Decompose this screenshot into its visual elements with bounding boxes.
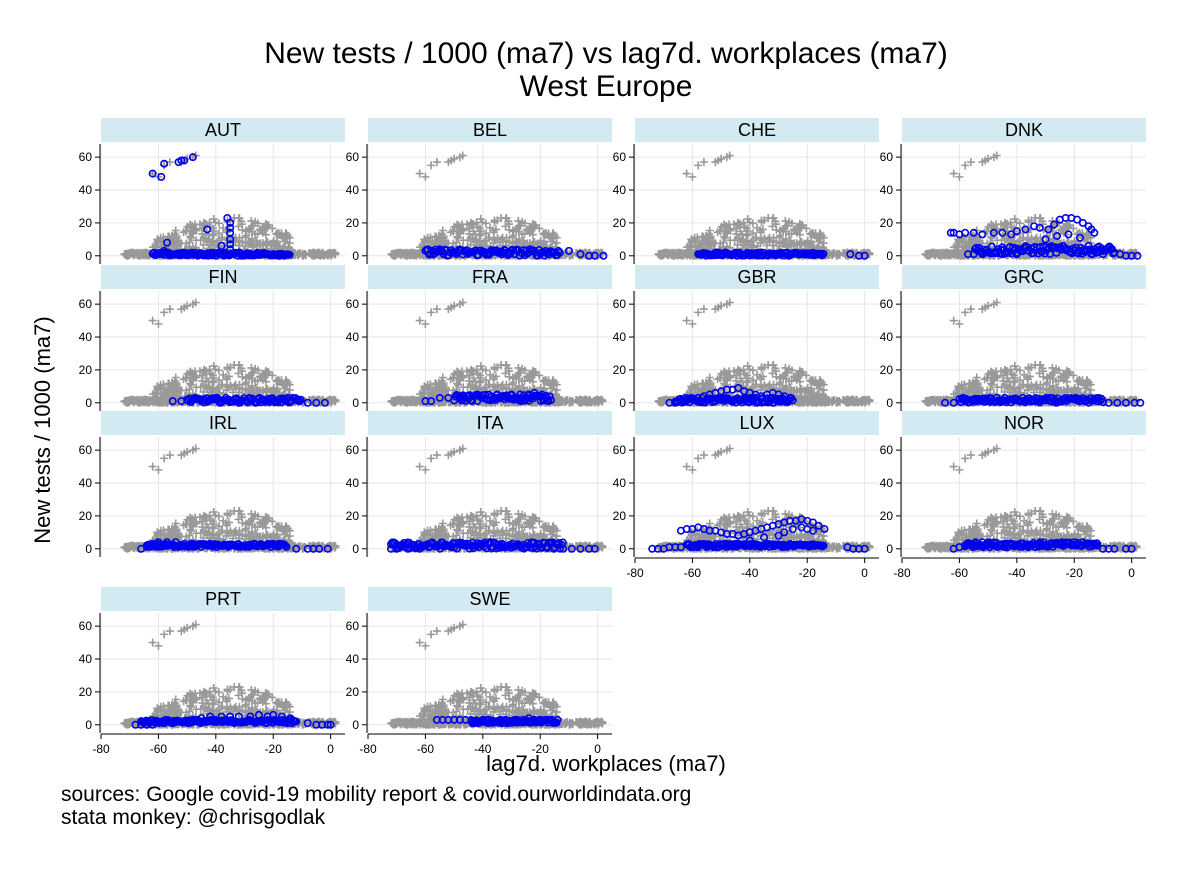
facet-label: FRA	[472, 267, 508, 287]
facet-label: FIN	[209, 267, 238, 287]
facet-bel: BEL 0 20 40 60	[346, 118, 612, 264]
facet-che: CHE 0 20 40 60	[613, 118, 879, 264]
y-tick-label: 0	[886, 249, 893, 263]
facet-grid: AUT 0 20 40 60 BEL 0 20 40 60 CHE 0 20 40 60 DNK 0 20 40 60…	[79, 118, 1146, 756]
source-note: sources: Google covid-19 mobility report…	[61, 783, 691, 806]
background-series	[387, 299, 606, 407]
y-tick-label: 0	[85, 396, 92, 410]
background-series	[387, 152, 606, 260]
credit-note: stata monkey: @chrisgodlak	[61, 806, 326, 829]
y-tick-label: 20	[79, 216, 93, 230]
facet-label: CHE	[738, 120, 776, 140]
facet-dnk: DNK 0 20 40 60	[880, 118, 1146, 264]
y-tick-label: 60	[613, 150, 627, 164]
chart-title: New tests / 1000 (ma7) vs lag7d. workpla…	[264, 37, 948, 70]
facet-label: BEL	[473, 120, 507, 140]
y-tick-label: 40	[346, 183, 360, 197]
y-tick-label: 20	[346, 216, 360, 230]
x-axis-label: lag7d. workplaces (ma7)	[486, 751, 726, 776]
y-tick-label: 40	[880, 183, 894, 197]
y-tick-label: 20	[79, 363, 93, 377]
background-series	[654, 152, 873, 260]
y-tick-label: 0	[85, 249, 92, 263]
y-tick-label: 20	[880, 216, 894, 230]
y-tick-label: 20	[613, 216, 627, 230]
y-tick-label: 60	[79, 297, 93, 311]
y-tick-label: 60	[880, 150, 894, 164]
y-tick-label: 40	[79, 330, 93, 344]
facet-aut: AUT 0 20 40 60	[79, 118, 345, 264]
y-tick-label: 0	[352, 249, 359, 263]
y-tick-label: 40	[613, 183, 627, 197]
facet-label: DNK	[1005, 120, 1043, 140]
facet-fin: FIN 0 20 40 60	[79, 265, 345, 411]
y-tick-label: 40	[79, 183, 93, 197]
y-tick-label: 0	[619, 249, 626, 263]
background-series	[120, 299, 339, 407]
facet-label: AUT	[205, 120, 241, 140]
y-tick-label: 60	[346, 150, 360, 164]
y-tick-label: 60	[79, 150, 93, 164]
chart-subtitle: West Europe	[520, 70, 693, 103]
y-axis-label: New tests / 1000 (ma7)	[30, 316, 55, 543]
background-series	[120, 152, 339, 260]
